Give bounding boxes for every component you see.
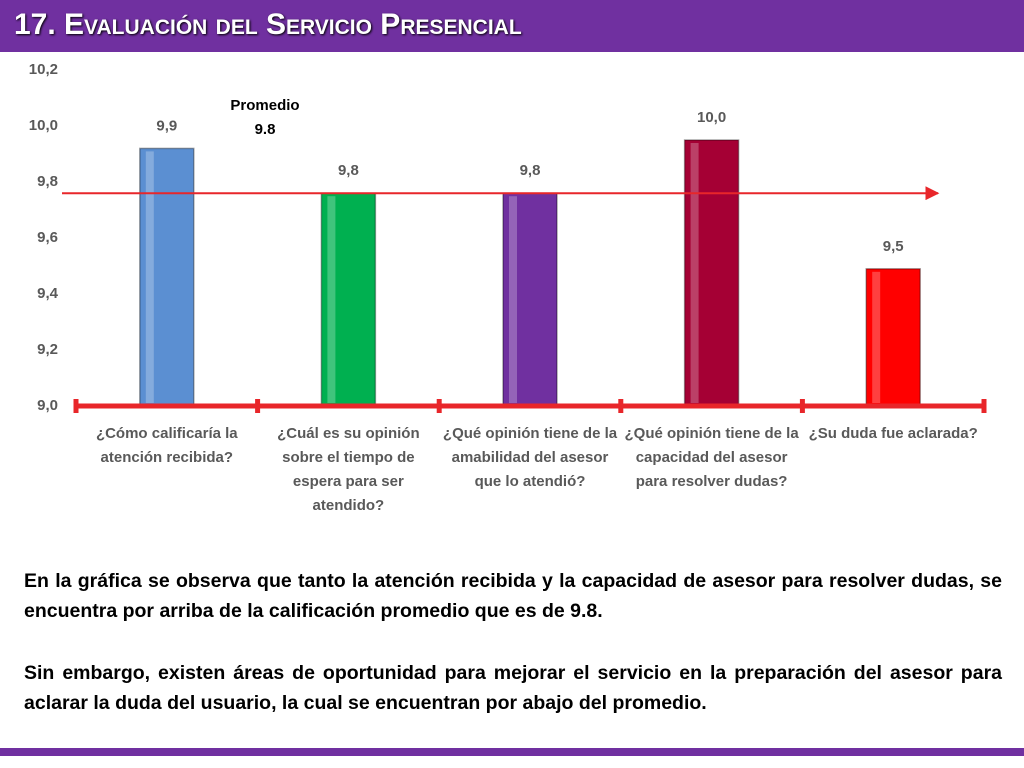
- x-tick-label: ¿Cuál es su opinión sobre el tiempo de e…: [277, 425, 420, 514]
- slide-title: 17. Evaluación del Servicio Presencial: [14, 8, 522, 41]
- paragraph: Sin embargo, existen áreas de oportunida…: [24, 662, 1002, 714]
- bar-highlight: [145, 151, 154, 403]
- x-tick-label: ¿Cómo calificaría la atención recibida?: [95, 425, 238, 466]
- x-tick-label: ¿Qué opinión tiene de la amabilidad del …: [442, 425, 618, 490]
- value-label: 10,0: [697, 109, 726, 126]
- value-label: 9,5: [883, 238, 904, 255]
- y-tick-label: 9,8: [37, 173, 58, 190]
- x-tick-label: ¿Su duda fue aclarada?: [808, 425, 978, 442]
- y-tick-label: 9,6: [37, 229, 58, 246]
- value-label: 9,8: [338, 162, 359, 179]
- footer-bar: [0, 748, 1024, 756]
- paragraph: En la gráfica se observa que tanto la at…: [24, 570, 1002, 622]
- y-tick-label: 9,4: [37, 285, 59, 302]
- y-tick-label: 9,0: [37, 397, 58, 414]
- average-annotation: 9.8: [255, 121, 276, 138]
- x-tick-label: ¿Qué opinión tiene de la capacidad del a…: [624, 425, 799, 490]
- y-tick-label: 10,0: [29, 117, 58, 134]
- bar-highlight: [509, 196, 517, 403]
- bar: [139, 147, 195, 407]
- y-tick-label: 9,2: [37, 341, 58, 358]
- value-label: 9,9: [156, 117, 177, 134]
- bar-highlight: [872, 271, 881, 403]
- bar-highlight: [327, 196, 336, 403]
- header-bar: 17. Evaluación del Servicio Presencial: [0, 0, 1024, 52]
- value-label: 9,8: [520, 162, 541, 179]
- average-annotation: Promedio: [230, 97, 299, 114]
- y-tick-label: 10,2: [29, 61, 58, 78]
- bar: [502, 192, 558, 407]
- bar: [683, 139, 740, 407]
- chart: 9,0 9,2 9,4 9,6 9,8 10,0 10,2 9,9 9,8 9,8 10,0 9,5 P…: [29, 61, 987, 414]
- bar: [865, 268, 921, 407]
- bar-highlight: [690, 143, 699, 403]
